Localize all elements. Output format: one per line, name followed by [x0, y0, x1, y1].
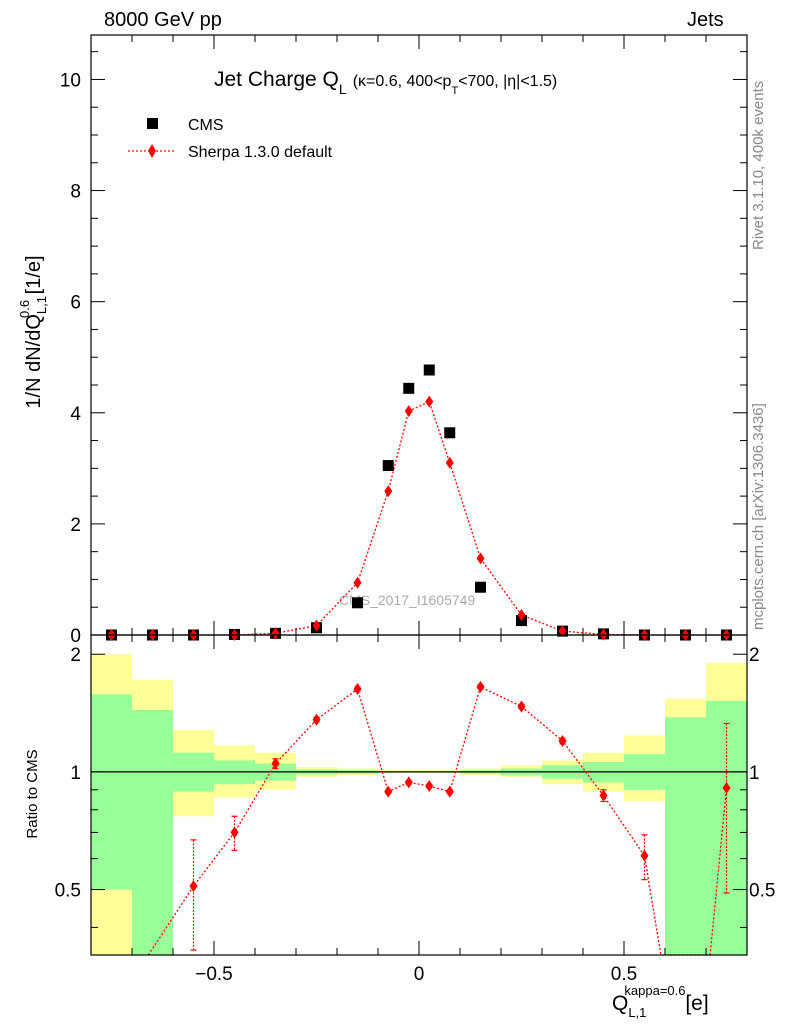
- main-y-tick-label: 2: [70, 515, 81, 536]
- ratio-marker: [517, 700, 526, 713]
- main-y-tick-label: 8: [70, 182, 81, 203]
- ratio-marker: [445, 785, 454, 798]
- process-label: Jets: [687, 9, 724, 31]
- x-tick-label: 0: [414, 964, 425, 985]
- ratio-y-tick-label-right: 1: [749, 763, 760, 784]
- legend-mc-label: Sherpa 1.3.0 default: [188, 144, 333, 161]
- main-y-tick-label: 10: [60, 70, 81, 91]
- ratio-marker: [271, 757, 280, 770]
- x-tick-label: 0.5: [611, 964, 637, 985]
- ratio-marker: [722, 781, 731, 794]
- mc-marker: [384, 485, 393, 498]
- ratio-y-tick-label: 2: [70, 645, 81, 666]
- ratio-marker: [404, 776, 413, 789]
- ratio-marker: [640, 849, 649, 862]
- x-axis-label: QL,1kappa=0.6 [e]: [612, 983, 709, 1020]
- data-point: [444, 427, 456, 439]
- data-point: [423, 364, 435, 376]
- ratio-marker: [384, 785, 393, 798]
- main-y-tick-label: 6: [70, 293, 81, 314]
- ratio-marker: [425, 780, 434, 793]
- mc-marker: [312, 619, 321, 632]
- ratio-y-tick-label-right: 2: [749, 645, 760, 666]
- legend-mc-marker: [148, 144, 156, 158]
- x-tick-label: −0.5: [195, 964, 233, 985]
- ratio-y-tick-label: 1: [70, 763, 81, 784]
- legend-data-label: CMS: [188, 117, 224, 134]
- uncertainty-band-inner: [91, 694, 132, 890]
- legend-data-marker: [147, 118, 158, 129]
- uncertainty-band-inner: [132, 709, 173, 955]
- data-point: [403, 382, 415, 394]
- data-point: [352, 597, 363, 609]
- mc-marker: [445, 456, 454, 469]
- main-y-tick-label: 4: [70, 404, 81, 425]
- mc-marker: [271, 627, 280, 640]
- main-y-axis-label: 1/N dN/dQL,10.6 [1/e]: [17, 255, 49, 408]
- analysis-watermark: CMS_2017_I1605749: [339, 592, 475, 608]
- ratio-marker: [476, 680, 485, 693]
- mc-marker: [517, 609, 526, 621]
- ratio-marker: [189, 880, 198, 893]
- main-y-tick-label: 0: [70, 626, 81, 647]
- ratio-y-tick-label-right: 0.5: [749, 881, 775, 902]
- data-point: [475, 581, 486, 593]
- uncertainty-band-inner: [665, 717, 706, 955]
- data-point: [382, 460, 394, 472]
- mc-marker: [425, 395, 434, 408]
- ratio-marker: [230, 826, 239, 839]
- ratio-marker: [353, 682, 362, 695]
- mc-marker: [353, 576, 362, 589]
- ratio-marker: [312, 713, 321, 726]
- plot-title: Jet Charge QL (κ=0.6, 400<pT<700, |η|<1.5…: [214, 68, 557, 97]
- ratio-y-axis-label: Ratio to CMS: [24, 749, 41, 838]
- rivet-label: Rivet 3.1.10, 400k events: [750, 81, 767, 250]
- energy-label: 8000 GeV pp: [104, 9, 222, 31]
- mc-marker: [404, 405, 413, 418]
- ratio-mc-line: [147, 685, 728, 956]
- mcplots-label: mcplots.cern.ch [arXiv:1306.3436]: [750, 403, 767, 630]
- uncertainty-band-inner: [706, 700, 747, 955]
- ratio-marker: [599, 789, 608, 802]
- ratio-marker: [558, 734, 567, 747]
- ratio-y-tick-label: 0.5: [55, 881, 81, 902]
- mc-marker: [558, 625, 567, 638]
- mc-marker: [476, 552, 485, 565]
